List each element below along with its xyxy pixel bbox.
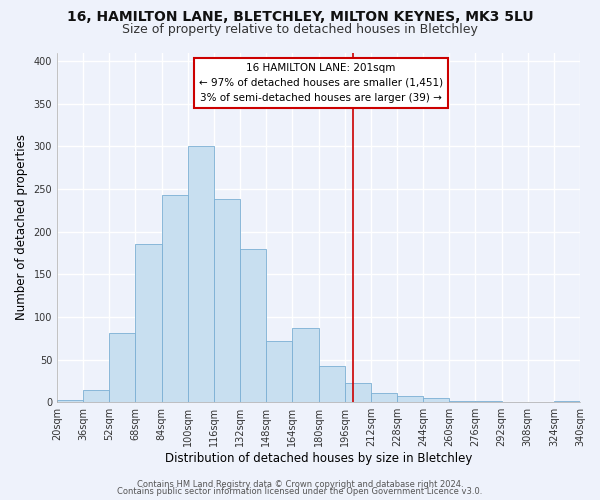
Bar xyxy=(240,248,266,402)
Bar xyxy=(136,244,161,402)
Text: Contains public sector information licensed under the Open Government Licence v3: Contains public sector information licen… xyxy=(118,487,482,496)
Bar xyxy=(371,393,397,402)
Bar xyxy=(554,400,580,402)
Y-axis label: Number of detached properties: Number of detached properties xyxy=(15,134,28,320)
Bar xyxy=(449,400,475,402)
Bar xyxy=(57,400,83,402)
Bar xyxy=(423,398,449,402)
Bar xyxy=(344,384,371,402)
X-axis label: Distribution of detached houses by size in Bletchley: Distribution of detached houses by size … xyxy=(165,452,472,465)
Bar xyxy=(319,366,344,402)
Bar xyxy=(188,146,214,402)
Text: Contains HM Land Registry data © Crown copyright and database right 2024.: Contains HM Land Registry data © Crown c… xyxy=(137,480,463,489)
Bar xyxy=(266,341,292,402)
Bar xyxy=(292,328,319,402)
Text: 16 HAMILTON LANE: 201sqm
← 97% of detached houses are smaller (1,451)
3% of semi: 16 HAMILTON LANE: 201sqm ← 97% of detach… xyxy=(199,63,443,102)
Bar xyxy=(161,195,188,402)
Bar xyxy=(83,390,109,402)
Text: Size of property relative to detached houses in Bletchley: Size of property relative to detached ho… xyxy=(122,22,478,36)
Bar xyxy=(109,333,136,402)
Bar xyxy=(397,396,423,402)
Text: 16, HAMILTON LANE, BLETCHLEY, MILTON KEYNES, MK3 5LU: 16, HAMILTON LANE, BLETCHLEY, MILTON KEY… xyxy=(67,10,533,24)
Bar xyxy=(214,199,240,402)
